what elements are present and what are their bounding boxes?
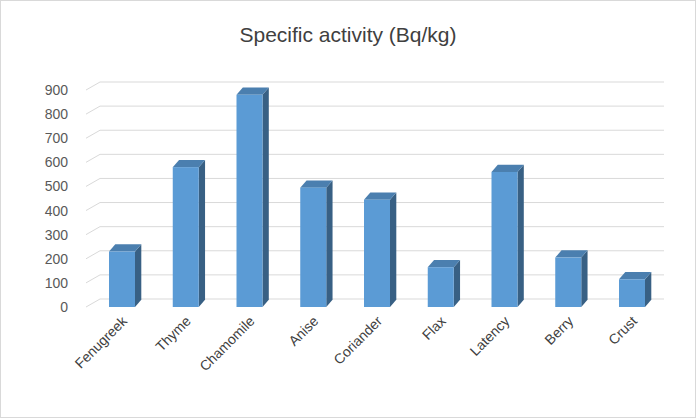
y-tick-label: 900 [45, 82, 69, 98]
bar-group [428, 260, 460, 307]
bar-group [173, 160, 205, 307]
bar-side [199, 160, 205, 307]
y-tick-label: 800 [45, 106, 69, 122]
bar-group [619, 272, 651, 307]
x-tick-label: Berry [541, 313, 576, 348]
bar-side [454, 260, 460, 307]
bar-top [428, 260, 460, 267]
bar-side [581, 250, 587, 307]
bar-group [300, 180, 332, 307]
bar [300, 188, 326, 307]
bar [237, 95, 263, 307]
y-tick-label: 700 [45, 130, 69, 146]
bar-top [300, 180, 332, 187]
chart-border [1, 1, 696, 418]
bar-group [555, 250, 587, 307]
bar-top [237, 88, 269, 95]
bar-group [237, 88, 269, 307]
x-tick-label: Crust [605, 313, 640, 348]
y-tick-label: 500 [45, 178, 69, 194]
y-tick-label: 100 [45, 275, 69, 291]
bar [173, 167, 199, 307]
bar [109, 252, 135, 307]
bar-top [364, 193, 396, 200]
bars [109, 88, 651, 307]
bar-group [492, 165, 524, 307]
bar-side [135, 244, 141, 307]
bar [364, 200, 390, 307]
grid-line [86, 178, 664, 186]
bar-top [173, 160, 205, 167]
bar-side [518, 165, 524, 307]
bar-side [263, 88, 269, 307]
grid-line [86, 82, 664, 90]
x-tick-label: Flax [419, 313, 449, 343]
grid-line [86, 106, 664, 114]
bar [428, 267, 454, 307]
grid-line [86, 154, 664, 162]
bar-top [555, 250, 587, 257]
chart-container: Specific activity (Bq/kg) 0 100 200 300 400 50… [0, 0, 696, 418]
bar [619, 279, 645, 307]
bar [555, 258, 581, 307]
bar-top [619, 272, 651, 279]
bar-group [109, 244, 141, 307]
x-tick-label: Fenugreek [71, 312, 130, 371]
bar-top [109, 244, 141, 251]
grid [86, 82, 664, 307]
y-tick-label: 300 [45, 227, 69, 243]
x-tick-label: Thyme [152, 313, 194, 355]
x-tick-label: Latency [467, 313, 513, 359]
bar-top [492, 165, 524, 172]
bar-side [390, 193, 396, 307]
chart-svg: Specific activity (Bq/kg) 0 100 200 300 400 50… [0, 0, 696, 418]
y-tick-label: 0 [60, 299, 68, 315]
y-tick-label: 400 [45, 203, 69, 219]
bar-group [364, 193, 396, 307]
x-tick-label: Chamomile [196, 313, 258, 375]
bar [492, 172, 518, 307]
y-tick-label: 600 [45, 154, 69, 170]
y-tick-label: 200 [45, 251, 69, 267]
bar-side [326, 180, 332, 307]
grid-line [86, 130, 664, 138]
x-tick-label: Anise [285, 313, 321, 349]
chart-title: Specific activity (Bq/kg) [239, 23, 456, 46]
x-tick-label: Coriander [330, 313, 385, 368]
